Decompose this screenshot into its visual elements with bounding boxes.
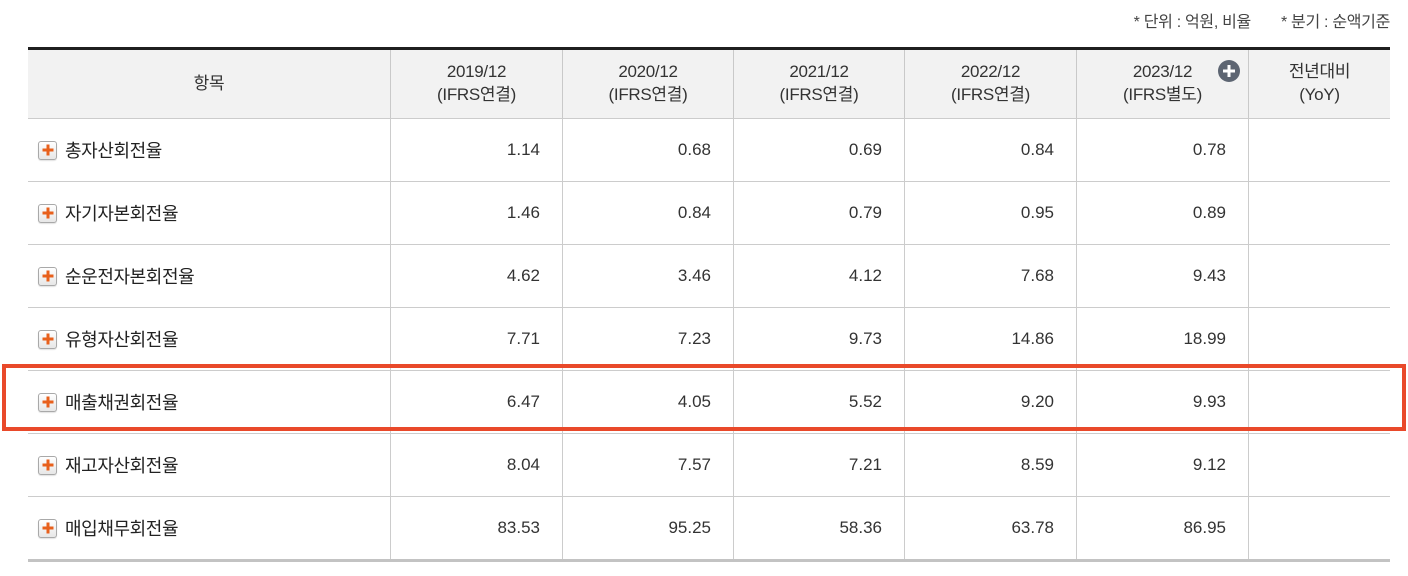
value-cell: 7.68	[904, 245, 1076, 307]
expand-row-button[interactable]	[38, 329, 57, 349]
expand-row-button[interactable]	[38, 140, 57, 160]
value-cell: 8.59	[904, 434, 1076, 496]
yoy-cell	[1248, 308, 1390, 370]
row-label: 순운전자본회전율	[65, 267, 195, 287]
yoy-cell	[1248, 497, 1390, 559]
value-cell: 86.95	[1076, 497, 1248, 559]
value-cell: 0.78	[1076, 119, 1248, 181]
yoy-cell	[1248, 119, 1390, 181]
yoy-cell	[1248, 371, 1390, 433]
period-label: 2023/12	[1132, 62, 1193, 82]
value-cell: 9.93	[1076, 371, 1248, 433]
table-row: 총자산회전율 1.14 0.68 0.69 0.84 0.78	[28, 119, 1390, 182]
row-item-cell: 재고자산회전율	[28, 434, 390, 496]
standard-label: (IFRS연결)	[779, 85, 859, 104]
value-cell: 95.25	[562, 497, 733, 559]
value-cell: 7.57	[562, 434, 733, 496]
row-label: 재고자산회전율	[65, 456, 179, 476]
yoy-label: 전년대비	[1288, 62, 1351, 82]
expand-row-button[interactable]	[38, 455, 57, 475]
column-header-2023: 2023/12 (IFRS별도)	[1076, 50, 1248, 118]
table-row: 재고자산회전율 8.04 7.57 7.21 8.59 9.12	[28, 434, 1390, 497]
turnover-ratio-table: 항목 2019/12 (IFRS연결) 2020/12 (IFRS연결) 202…	[28, 47, 1390, 562]
value-cell: 7.23	[562, 308, 733, 370]
value-cell: 1.14	[390, 119, 562, 181]
yoy-cell	[1248, 434, 1390, 496]
row-label: 매출채권회전율	[65, 393, 179, 413]
row-item-cell: 순운전자본회전율	[28, 245, 390, 307]
row-label: 유형자산회전율	[65, 330, 179, 350]
yoy-sublabel: (YoY)	[1299, 85, 1340, 104]
row-item-cell: 자기자본회전율	[28, 182, 390, 244]
column-header-item: 항목	[193, 73, 225, 93]
value-cell: 9.12	[1076, 434, 1248, 496]
value-cell: 0.79	[733, 182, 904, 244]
value-cell: 4.12	[733, 245, 904, 307]
row-label: 자기자본회전율	[65, 204, 179, 224]
value-cell: 6.47	[390, 371, 562, 433]
standard-label: (IFRS연결)	[437, 85, 516, 104]
column-header-2019: 2019/12 (IFRS연결)	[390, 50, 562, 118]
standard-label: (IFRS연결)	[608, 85, 688, 104]
value-cell: 83.53	[390, 497, 562, 559]
row-label: 매입채무회전율	[65, 519, 179, 539]
table-row: 순운전자본회전율 4.62 3.46 4.12 7.68 9.43	[28, 245, 1390, 308]
value-cell: 0.89	[1076, 182, 1248, 244]
value-cell: 0.84	[562, 182, 733, 244]
value-cell: 5.52	[733, 371, 904, 433]
value-cell: 9.20	[904, 371, 1076, 433]
period-label: 2021/12	[789, 62, 849, 82]
expand-row-button[interactable]	[38, 203, 57, 223]
value-cell: 8.04	[390, 434, 562, 496]
value-cell: 0.95	[904, 182, 1076, 244]
circle-plus-icon[interactable]	[1218, 60, 1240, 82]
table-row: 유형자산회전율 7.71 7.23 9.73 14.86 18.99	[28, 308, 1390, 371]
column-header-yoy: 전년대비 (YoY)	[1248, 50, 1390, 118]
value-cell: 9.43	[1076, 245, 1248, 307]
value-cell: 14.86	[904, 308, 1076, 370]
basis-note: * 분기 : 순액기준	[1280, 14, 1390, 31]
row-label: 총자산회전율	[65, 141, 162, 161]
value-cell: 4.05	[562, 371, 733, 433]
table-header-row: 항목 2019/12 (IFRS연결) 2020/12 (IFRS연결) 202…	[28, 50, 1390, 119]
expand-row-button[interactable]	[38, 518, 57, 538]
value-cell: 4.62	[390, 245, 562, 307]
column-header-2021: 2021/12 (IFRS연결)	[733, 50, 904, 118]
value-cell: 0.84	[904, 119, 1076, 181]
period-label: 2020/12	[618, 62, 678, 82]
table-row: 매입채무회전율 83.53 95.25 58.36 63.78 86.95	[28, 497, 1390, 559]
unit-note: * 단위 : 억원, 비율	[1133, 14, 1252, 31]
yoy-cell	[1248, 182, 1390, 244]
value-cell: 7.21	[733, 434, 904, 496]
row-item-cell: 매출채권회전율	[28, 371, 390, 433]
table-row-highlighted: 매출채권회전율 6.47 4.05 5.52 9.20 9.93	[28, 371, 1390, 434]
expand-row-button[interactable]	[38, 266, 57, 286]
row-item-cell: 매입채무회전율	[28, 497, 390, 559]
column-header-2022: 2022/12 (IFRS연결)	[904, 50, 1076, 118]
standard-label: (IFRS별도)	[1123, 85, 1202, 104]
value-cell: 58.36	[733, 497, 904, 559]
value-cell: 7.71	[390, 308, 562, 370]
period-label: 2022/12	[960, 62, 1021, 82]
row-item-cell: 총자산회전율	[28, 119, 390, 181]
standard-label: (IFRS연결)	[951, 85, 1030, 104]
table-row: 자기자본회전율 1.46 0.84 0.79 0.95 0.89	[28, 182, 1390, 245]
value-cell: 0.69	[733, 119, 904, 181]
value-cell: 1.46	[390, 182, 562, 244]
period-label: 2019/12	[446, 62, 507, 82]
value-cell: 3.46	[562, 245, 733, 307]
yoy-cell	[1248, 245, 1390, 307]
table-notes: * 단위 : 억원, 비율 * 분기 : 순액기준	[1133, 8, 1391, 32]
column-header-2020: 2020/12 (IFRS연결)	[562, 50, 733, 118]
value-cell: 0.68	[562, 119, 733, 181]
expand-row-button[interactable]	[38, 392, 57, 412]
row-item-cell: 유형자산회전율	[28, 308, 390, 370]
value-cell: 18.99	[1076, 308, 1248, 370]
value-cell: 63.78	[904, 497, 1076, 559]
value-cell: 9.73	[733, 308, 904, 370]
